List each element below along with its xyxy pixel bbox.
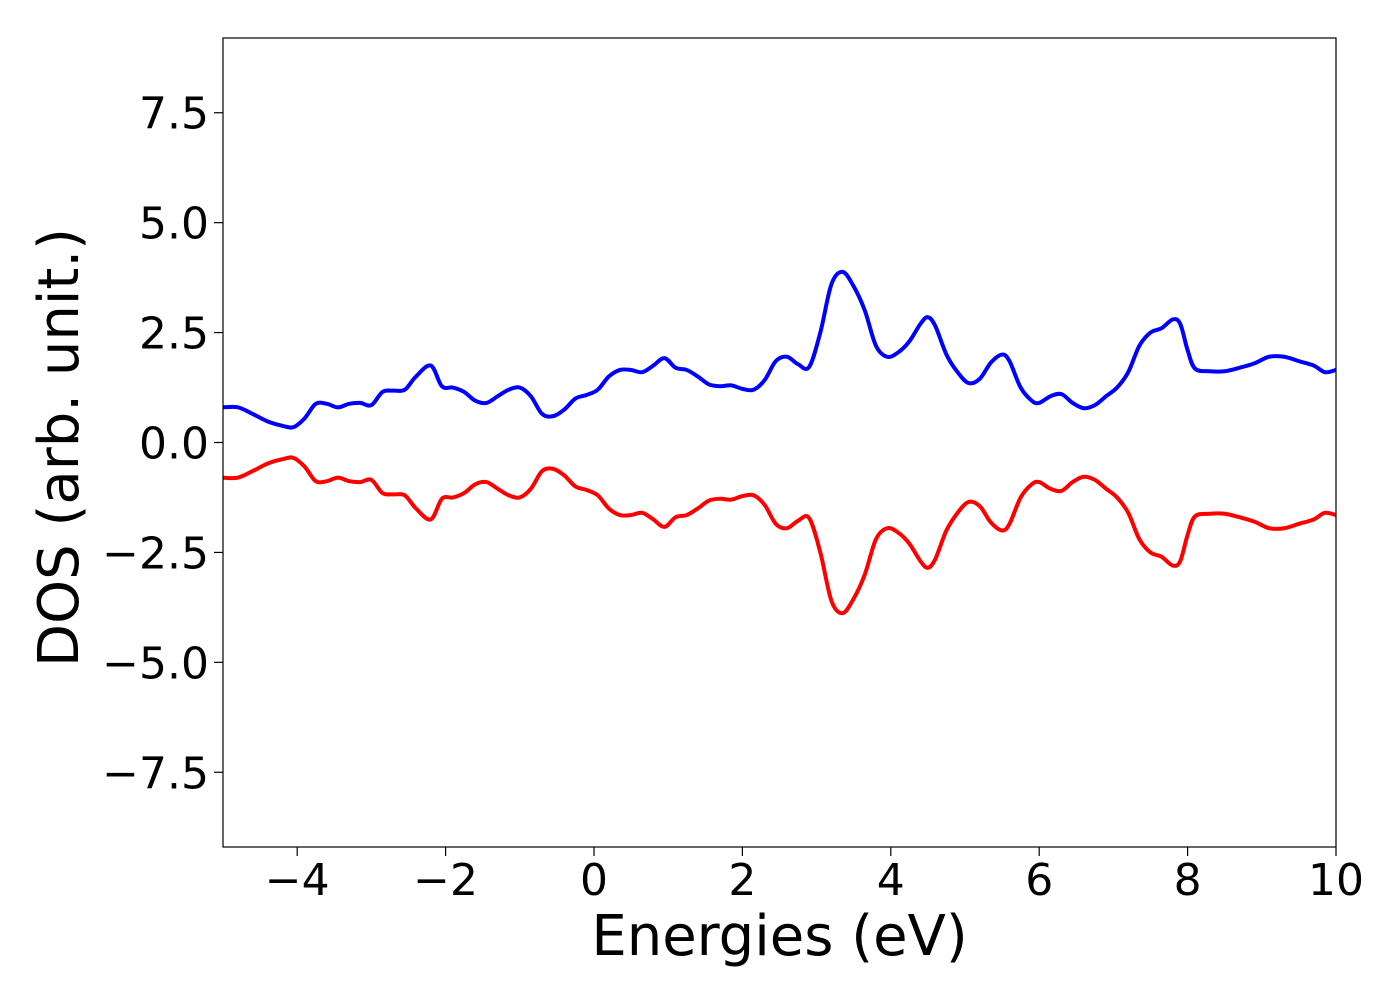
y-tick-label: −2.5	[102, 528, 209, 579]
x-axis-ticks: −4 −2 0 2 4 6 8 10	[265, 847, 1364, 906]
dos-line-negative	[223, 455, 1336, 616]
x-tick-label: 10	[1308, 855, 1364, 906]
y-tick-label: 5.0	[139, 199, 209, 250]
y-axis-title: DOS (arb. unit.)	[27, 228, 92, 667]
y-axis-ticks: 7.5 5.0 2.5 0.0 −2.5 −5.0 −7.5	[102, 89, 223, 799]
x-tick-label: 4	[877, 855, 905, 906]
y-tick-label: 2.5	[139, 309, 209, 360]
y-tick-label: 0.0	[139, 419, 209, 470]
y-tick-label: −7.5	[102, 748, 209, 799]
x-tick-label: 0	[580, 855, 608, 906]
x-tick-label: 8	[1174, 855, 1202, 906]
series-layer	[223, 269, 1336, 616]
dos-line-positive	[223, 269, 1336, 430]
x-axis-title: Energies (eV)	[591, 904, 967, 969]
x-tick-label: −2	[413, 855, 478, 906]
y-tick-label: 7.5	[139, 89, 209, 140]
x-tick-label: 6	[1025, 855, 1053, 906]
x-tick-label: −4	[265, 855, 330, 906]
x-tick-label: 2	[728, 855, 756, 906]
y-tick-label: −5.0	[102, 638, 209, 689]
